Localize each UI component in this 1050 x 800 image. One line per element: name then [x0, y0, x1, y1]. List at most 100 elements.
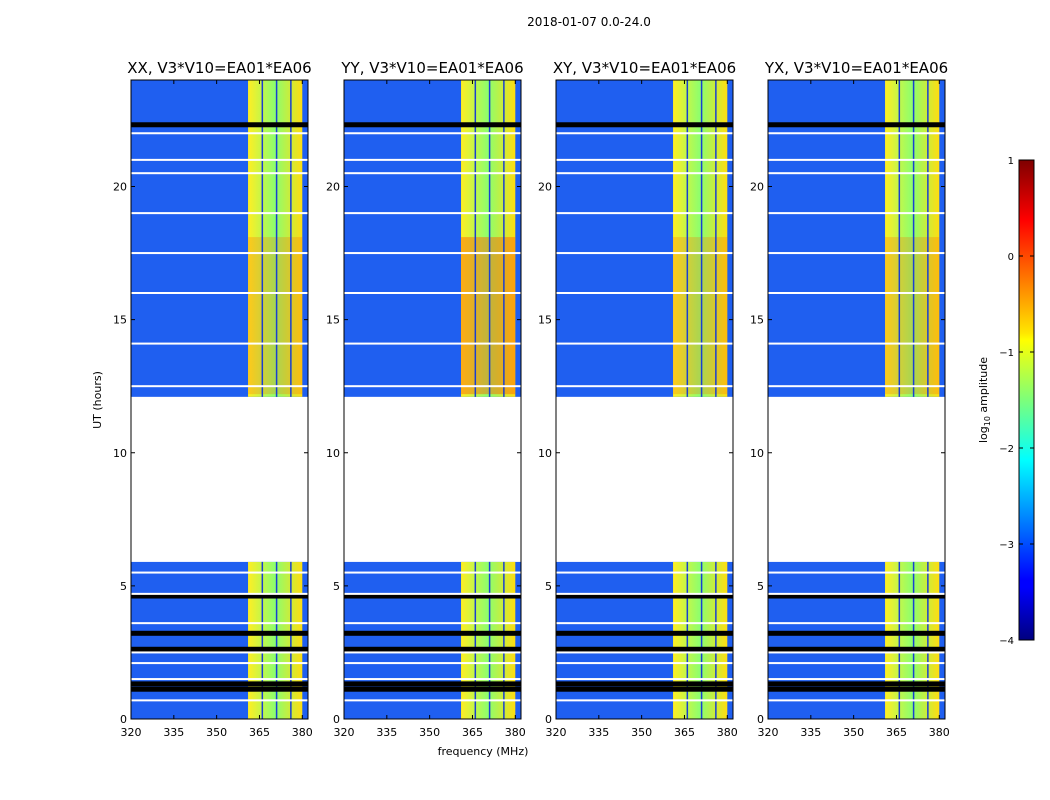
x-tick-label: 380 — [929, 726, 950, 739]
gap-row — [131, 592, 308, 595]
y-tick-label: 20 — [538, 181, 552, 194]
gap-row — [768, 622, 945, 625]
y-tick-label: 5 — [545, 580, 552, 593]
gap-row — [131, 342, 308, 345]
x-tick-label: 335 — [800, 726, 821, 739]
bright-band-lower — [461, 561, 516, 719]
flagged-row — [556, 686, 733, 692]
x-tick-label: 320 — [546, 726, 567, 739]
y-tick-label: 0 — [120, 713, 127, 726]
flagged-row — [556, 593, 733, 599]
hot-region — [673, 237, 728, 395]
y-tick-label: 0 — [333, 713, 340, 726]
x-tick-label: 365 — [674, 726, 695, 739]
colorbar-tick-label: −1 — [999, 348, 1014, 359]
gap-row — [131, 158, 308, 161]
x-tick-label: 380 — [292, 726, 313, 739]
gap-row — [131, 678, 308, 681]
flagged-row — [768, 593, 945, 599]
flagged-row — [768, 122, 945, 128]
gap-row — [556, 662, 733, 665]
gap-row — [344, 622, 521, 625]
gap-row — [556, 571, 733, 574]
flagged-row — [131, 593, 308, 599]
colorbar-label-sub: 10 — [983, 416, 992, 426]
gap-row — [768, 385, 945, 388]
x-tick-label: 320 — [758, 726, 779, 739]
gap-row — [768, 292, 945, 294]
x-tick-label: 335 — [588, 726, 609, 739]
gap-row — [768, 158, 945, 161]
flagged-row — [556, 630, 733, 636]
y-tick-label: 15 — [538, 314, 552, 327]
gap-row — [556, 342, 733, 345]
colorbar-label-suffix: amplitude — [977, 357, 990, 416]
gap-row — [131, 699, 308, 702]
y-tick-label: 5 — [333, 580, 340, 593]
panel-title: XX, V3*V10=EA01*EA06 — [127, 59, 311, 77]
colorbar-label: log10 amplitude — [977, 357, 992, 443]
gap-row — [768, 592, 945, 595]
gap-row — [556, 158, 733, 161]
x-tick-label: 365 — [886, 726, 907, 739]
gap-row — [344, 651, 521, 654]
y-tick-label: 10 — [538, 447, 552, 460]
gap-row — [344, 172, 521, 175]
gap-row — [556, 622, 733, 625]
x-tick-label: 380 — [505, 726, 526, 739]
flagged-row — [768, 646, 945, 652]
gap-row — [768, 678, 945, 681]
flagged-row — [556, 646, 733, 652]
panel-yx: YX, V3*V10=EA01*EA06 320 335 350 365 380 0 5 10 1… — [750, 59, 950, 739]
panel-title: YX, V3*V10=EA01*EA06 — [764, 59, 948, 77]
colorbar-tick-label: 0 — [1008, 252, 1014, 263]
colorbar-tick-label: −2 — [999, 444, 1014, 455]
gap-row — [131, 622, 308, 625]
bright-band-lower — [885, 561, 940, 719]
panels: XX, V3*V10=EA01*EA06 320 335 350 365 380 0 5 10 1… — [113, 59, 950, 739]
colorbar-ticks: 1 0 −1 −2 −3 −4 — [999, 156, 1034, 647]
gap-row — [344, 678, 521, 681]
colorbar-tick-label: −3 — [999, 540, 1014, 551]
gap-row — [556, 592, 733, 595]
gap-row — [131, 662, 308, 665]
y-tick-label: 15 — [113, 314, 127, 327]
gap-row — [131, 252, 308, 255]
y-tick-label: 0 — [757, 713, 764, 726]
axes-frame — [767, 79, 946, 720]
flagged-row — [344, 681, 521, 687]
hot-region — [248, 237, 303, 395]
x-tick-label: 335 — [163, 726, 184, 739]
flagged-row — [344, 630, 521, 636]
gap-row — [344, 212, 521, 215]
gap-row — [768, 651, 945, 654]
flagged-row — [344, 593, 521, 599]
panel-xx: XX, V3*V10=EA01*EA06 320 335 350 365 380 0 5 10 1… — [113, 59, 313, 739]
gap-row — [556, 651, 733, 654]
flagged-row — [768, 630, 945, 636]
gap-row — [131, 571, 308, 574]
gap-row — [131, 292, 308, 294]
y-tick-label: 15 — [326, 314, 340, 327]
gap-row — [768, 212, 945, 215]
flagged-row — [344, 122, 521, 128]
y-tick-label: 0 — [545, 713, 552, 726]
x-axis-label: frequency (MHz) — [438, 745, 529, 758]
gap-row — [768, 571, 945, 574]
gap-row — [556, 699, 733, 702]
gap-row — [768, 342, 945, 345]
x-tick-label: 350 — [631, 726, 652, 739]
y-tick-label: 20 — [750, 181, 764, 194]
gap-row — [344, 292, 521, 294]
y-tick-label: 20 — [326, 181, 340, 194]
x-tick-label: 320 — [334, 726, 355, 739]
gap-row — [556, 292, 733, 294]
gap-row — [344, 592, 521, 595]
gap-row — [768, 699, 945, 702]
x-tick-label: 350 — [843, 726, 864, 739]
panel-title: XY, V3*V10=EA01*EA06 — [553, 59, 736, 77]
x-tick-label: 320 — [121, 726, 142, 739]
flagged-row — [131, 122, 308, 128]
colorbar-label-prefix: log — [977, 426, 990, 443]
gap-row — [344, 132, 521, 135]
